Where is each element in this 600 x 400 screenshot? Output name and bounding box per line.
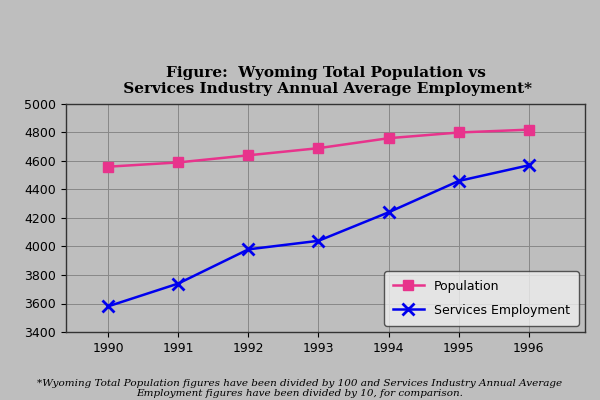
Population [104,164,112,169]
Line: Population: Population [103,125,534,172]
Population [455,130,463,135]
Population [245,153,252,158]
Population [385,136,392,140]
Title: Figure:  Wyoming Total Population vs
 Services Industry Annual Average Employmen: Figure: Wyoming Total Population vs Serv… [119,66,533,96]
Legend: Population, Services Employment: Population, Services Employment [384,271,579,326]
Services Employment [315,238,322,243]
Services Employment [385,210,392,215]
Services Employment [175,281,182,286]
Text: *Wyoming Total Population figures have been divided by 100 and Services Industry: *Wyoming Total Population figures have b… [37,378,563,398]
Services Employment [525,163,532,168]
Services Employment [104,304,112,309]
Services Employment [455,178,463,183]
Services Employment [245,247,252,252]
Line: Services Employment: Services Employment [103,160,535,312]
Population [315,146,322,150]
Population [175,160,182,165]
Population [525,127,532,132]
